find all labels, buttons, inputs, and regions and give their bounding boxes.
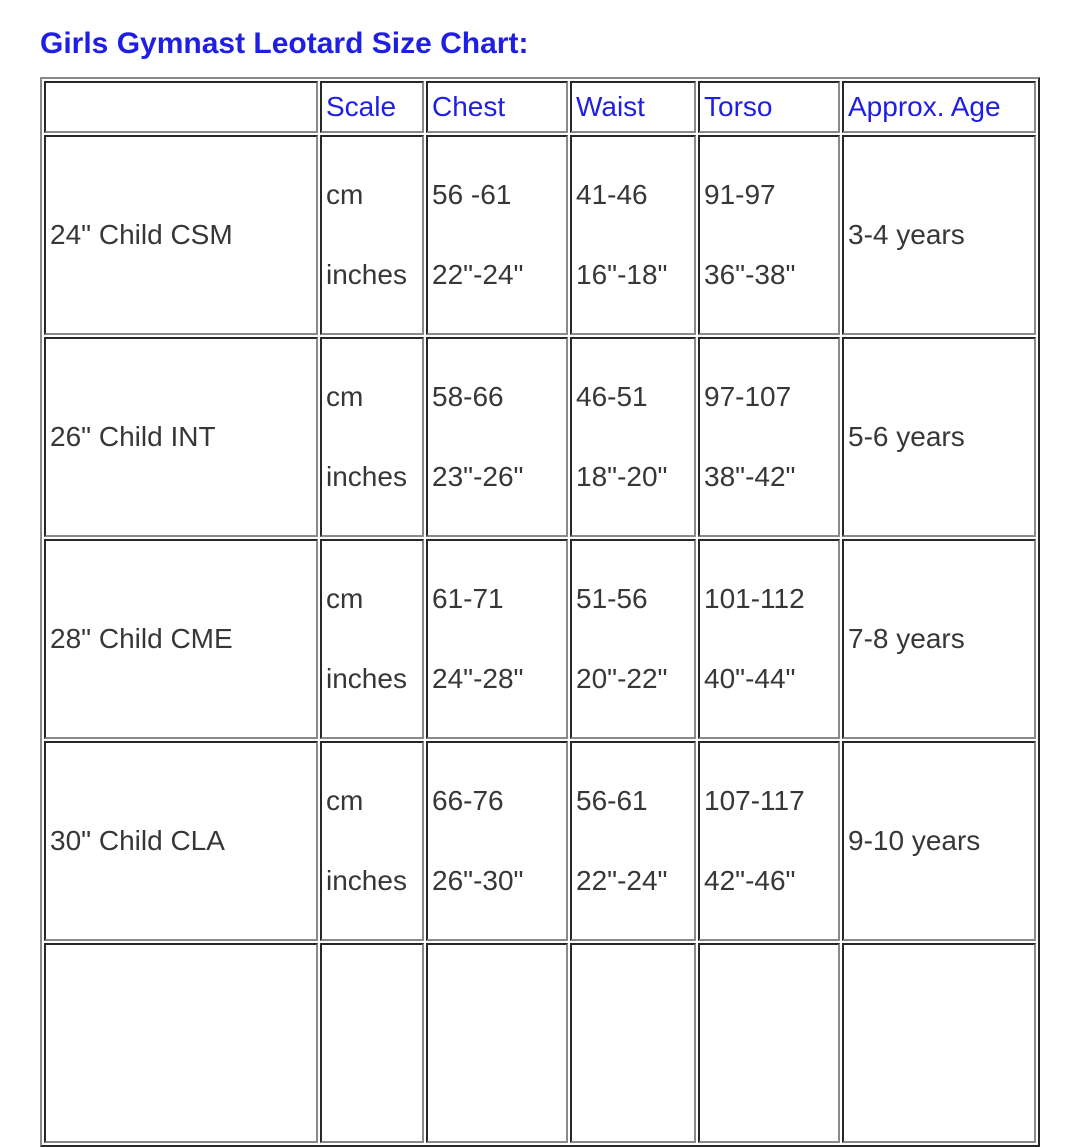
age-cell: 3-4 years — [842, 134, 1036, 335]
cm-label: cm — [326, 582, 364, 614]
size-cell: 24" Child CSM — [44, 134, 318, 335]
waist-cm-value: 41-46 — [576, 178, 648, 210]
torso-cell: 97-107 38"-42" — [698, 336, 840, 537]
chest-cell: 66-76 26"-30" — [426, 740, 568, 941]
age-cell: 5-6 years — [842, 336, 1036, 537]
torso-cell: 91-97 36"-38" — [698, 134, 840, 335]
chest-cell — [426, 942, 568, 1143]
size-cell: 26" Child INT — [44, 336, 318, 537]
chest-cm-value: 61-71 — [432, 582, 504, 614]
table-row: 26" Child INT cm inches 58-66 23"-26" 46 — [44, 336, 1036, 537]
chest-inches-value: 24"-28" — [432, 662, 524, 694]
chest-inches-value: 23"-26" — [432, 460, 524, 492]
chest-inches-value: 22"-24" — [432, 258, 524, 290]
waist-cm-value: 56-61 — [576, 784, 648, 816]
header-cell-chest: Chest — [426, 80, 568, 133]
waist-inches-value: 22"-24" — [576, 864, 668, 896]
waist-inches-value: 18"-20" — [576, 460, 668, 492]
scale-cell: cm inches — [320, 740, 424, 941]
header-row: Scale Chest Waist Torso Approx. Age — [44, 80, 1036, 133]
cm-label: cm — [326, 380, 364, 412]
waist-cell: 51-56 20"-22" — [570, 538, 696, 739]
age-cell: 9-10 years — [842, 740, 1036, 941]
inches-label: inches — [326, 864, 407, 896]
scale-cell: cm inches — [320, 336, 424, 537]
chest-cell: 56 -61 22"-24" — [426, 134, 568, 335]
chest-cell: 58-66 23"-26" — [426, 336, 568, 537]
header-cell-blank — [44, 80, 318, 133]
cm-label: cm — [326, 178, 364, 210]
torso-cm-value: 101-112 — [704, 582, 805, 614]
chest-cm-value: 56 -61 — [432, 178, 512, 210]
table-row: 24" Child CSM cm inches 56 -61 22"-24" 4 — [44, 134, 1036, 335]
torso-inches-value: 38"-42" — [704, 460, 796, 492]
scale-cell: cm inches — [320, 538, 424, 739]
header-cell-torso: Torso — [698, 80, 840, 133]
torso-cm-value: 97-107 — [704, 380, 792, 412]
page-title: Girls Gymnast Leotard Size Chart: — [40, 27, 529, 60]
scale-cell — [320, 942, 424, 1143]
size-chart-table: Scale Chest Waist Torso Approx. Age 24" … — [40, 76, 1040, 1147]
chest-inches-value: 26"-30" — [432, 864, 524, 896]
torso-inches-value: 42"-46" — [704, 864, 796, 896]
inches-label: inches — [326, 662, 407, 694]
waist-cell: 56-61 22"-24" — [570, 740, 696, 941]
chest-cm-value: 58-66 — [432, 380, 504, 412]
inches-label: inches — [326, 258, 407, 290]
torso-cell: 101-112 40"-44" — [698, 538, 840, 739]
table-row: 28" Child CME cm inches 61-71 24"-28" 51 — [44, 538, 1036, 739]
waist-cell: 46-51 18"-20" — [570, 336, 696, 537]
size-cell: 30" Child CLA — [44, 740, 318, 941]
size-cell: 28" Child CME — [44, 538, 318, 739]
waist-cell: 41-46 16"-18" — [570, 134, 696, 335]
torso-inches-value: 36"-38" — [704, 258, 796, 290]
torso-inches-value: 40"-44" — [704, 662, 796, 694]
waist-inches-value: 20"-22" — [576, 662, 668, 694]
chest-cm-value: 66-76 — [432, 784, 504, 816]
waist-cm-value: 46-51 — [576, 380, 648, 412]
header-cell-waist: Waist — [570, 80, 696, 133]
waist-cm-value: 51-56 — [576, 582, 648, 614]
table-row: 30" Child CLA cm inches 66-76 26"-30" 56 — [44, 740, 1036, 941]
chest-cell: 61-71 24"-28" — [426, 538, 568, 739]
torso-cm-value: 91-97 — [704, 178, 776, 210]
header-cell-scale: Scale — [320, 80, 424, 133]
scale-cell: cm inches — [320, 134, 424, 335]
age-cell: 7-8 years — [842, 538, 1036, 739]
age-cell — [842, 942, 1036, 1143]
torso-cell — [698, 942, 840, 1143]
cm-label: cm — [326, 784, 364, 816]
torso-cell: 107-117 42"-46" — [698, 740, 840, 941]
header-cell-age: Approx. Age — [842, 80, 1036, 133]
waist-inches-value: 16"-18" — [576, 258, 668, 290]
inches-label: inches — [326, 460, 407, 492]
torso-cm-value: 107-117 — [704, 784, 805, 816]
waist-cell — [570, 942, 696, 1143]
size-cell — [44, 942, 318, 1143]
table-row-partial — [44, 942, 1036, 1143]
